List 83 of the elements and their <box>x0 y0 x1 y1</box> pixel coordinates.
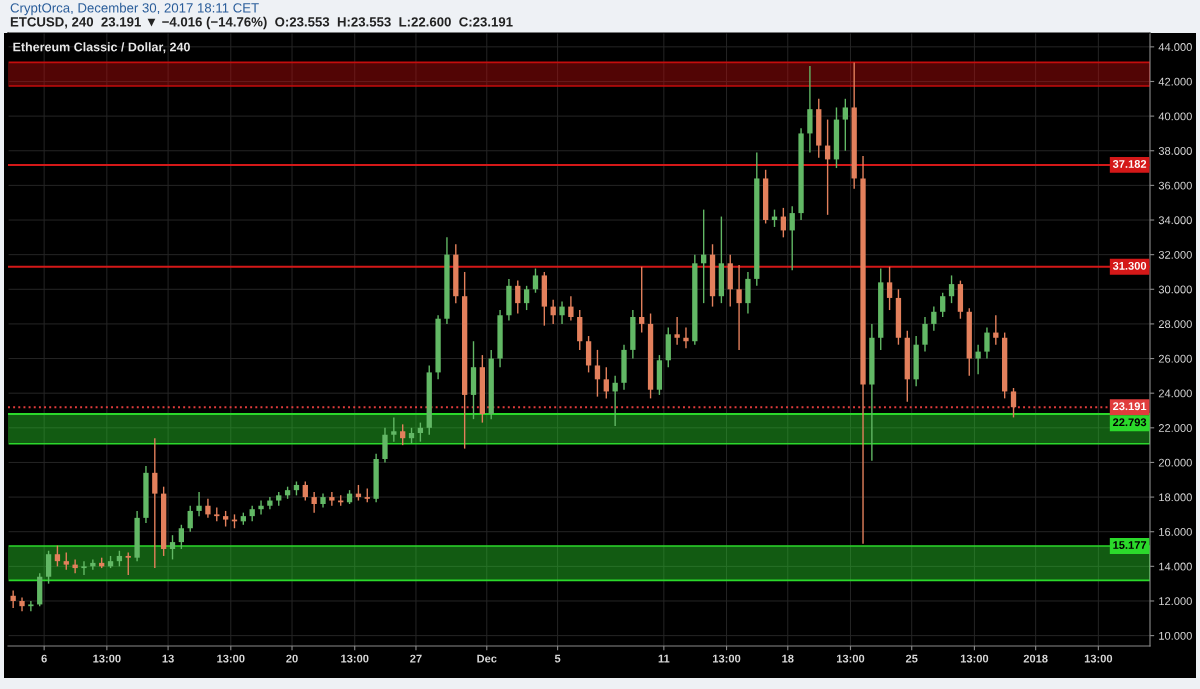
candlestick <box>789 205 795 271</box>
candlestick <box>391 416 397 443</box>
y-tick-label: 30.000 <box>1158 285 1192 294</box>
candlestick <box>400 423 406 446</box>
text: CryptOrca, December 30, 2017 18:11 CET <box>10 2 259 16</box>
y-tick-label: 34.000 <box>1158 216 1192 225</box>
x-tick-label: 13:00 <box>93 654 121 663</box>
x-tick-label: 13:00 <box>341 654 369 663</box>
candlestick <box>178 524 185 550</box>
y-tick-label: 24.000 <box>1158 389 1192 398</box>
candlestick <box>311 491 317 514</box>
x-tick-label: 20 <box>286 654 298 663</box>
ref-line-label: 31.300 <box>1112 261 1147 270</box>
candlestick <box>45 550 52 585</box>
candlestick <box>612 375 618 427</box>
candlestick <box>940 292 946 318</box>
y-tick-label: 16.000 <box>1159 527 1192 536</box>
y-tick-label: 18.000 <box>1159 493 1192 502</box>
candlestick <box>125 551 131 576</box>
y-tick-label: 14.000 <box>1159 562 1192 571</box>
candlestick <box>205 498 211 519</box>
y-tick-label: 38.000 <box>1158 147 1192 155</box>
candlestick <box>28 600 34 613</box>
candlestick <box>984 326 990 360</box>
candlestick <box>886 266 893 311</box>
x-tick-label: Dec <box>477 654 497 663</box>
x-tick-label: 13:00 <box>836 654 865 663</box>
candlestick <box>54 544 61 568</box>
candlestick <box>842 98 848 152</box>
ref-line-label: 23.191 <box>1112 402 1147 411</box>
candlestick <box>603 366 609 400</box>
y-tick-label: 40.000 <box>1158 112 1192 121</box>
candlestick <box>329 491 335 507</box>
band-label: 15.177 <box>1113 541 1147 549</box>
candlestick <box>683 326 689 349</box>
y-tick-label: 26.000 <box>1158 354 1192 363</box>
candlestick <box>515 279 521 315</box>
candlestick <box>302 480 308 502</box>
candlestick <box>975 343 981 375</box>
candlestick <box>1010 387 1017 419</box>
chart-subtitle: ETCUSD, 240 23.191 ▼ −4.016 (−14.76%) O:23.553 H:23.553 L:22.600 C:23.191 <box>10 16 513 30</box>
candlestick <box>639 266 645 334</box>
x-tick-label: 2018 <box>1023 654 1048 663</box>
candlestick <box>948 274 955 304</box>
x-tick-label: 13:00 <box>960 654 989 663</box>
candlestick <box>72 558 78 574</box>
ref-line-label: 22.793 <box>1112 418 1147 427</box>
x-tick-label: 18 <box>782 654 794 663</box>
x-tick-label: 13:00 <box>217 654 245 663</box>
y-tick-label: 32.000 <box>1158 250 1192 259</box>
candlestick <box>931 305 937 332</box>
candlestick <box>736 264 742 351</box>
x-tick-label: 13 <box>162 654 174 663</box>
candlestick <box>196 491 202 517</box>
candlestick <box>559 300 565 325</box>
candlestick <box>674 316 680 346</box>
y-tick-label: 10.000 <box>1159 631 1192 640</box>
candlestick <box>258 499 264 516</box>
ref-line-label: 37.182 <box>1112 160 1147 168</box>
x-tick-label: 11 <box>658 654 670 663</box>
candlestick <box>152 437 158 569</box>
x-tick-label: 6 <box>41 654 47 663</box>
candlestick <box>523 285 530 311</box>
candlestick <box>532 267 539 294</box>
y-tick-label: 12.000 <box>1159 597 1192 606</box>
x-tick-label: 27 <box>410 654 422 663</box>
y-tick-label: 44.000 <box>1158 43 1192 51</box>
y-tick-label: 22.000 <box>1158 424 1192 432</box>
y-tick-label: 28.000 <box>1158 320 1192 329</box>
candlestick <box>568 295 574 322</box>
text: Ethereum Classic / Dollar, 240 <box>13 42 190 54</box>
x-tick-label: 5 <box>554 654 561 663</box>
x-tick-label: 25 <box>905 654 918 663</box>
candlestick <box>922 316 928 353</box>
candlestick <box>81 560 87 576</box>
candlestick <box>594 349 601 398</box>
x-tick-label: 13:00 <box>713 654 741 663</box>
y-tick-label: 42.000 <box>1158 77 1192 86</box>
y-tick-label: 20.000 <box>1158 458 1192 467</box>
y-tick-label: 36.000 <box>1158 181 1192 190</box>
candlestick <box>169 534 176 561</box>
x-tick-label: 13:00 <box>1084 654 1113 663</box>
candlestick <box>187 505 193 533</box>
